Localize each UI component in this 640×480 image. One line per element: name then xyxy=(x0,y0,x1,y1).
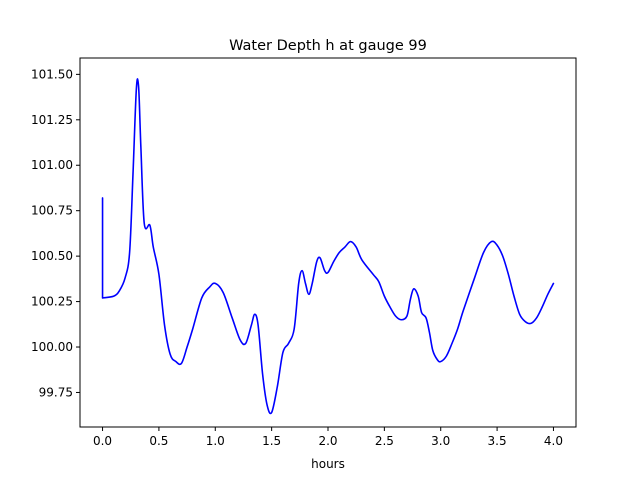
x-axis: 0.0 0.5 1.0 1.5 2.0 2.5 3.0 3.5 4.0 xyxy=(93,427,563,448)
x-tick-label: 0.5 xyxy=(149,434,168,448)
y-tick-label: 100.75 xyxy=(31,204,73,218)
y-tick-label: 100.00 xyxy=(31,340,73,354)
x-tick-label: 0.0 xyxy=(93,434,112,448)
x-axis-label: hours xyxy=(311,457,345,471)
chart-title: Water Depth h at gauge 99 xyxy=(229,38,427,54)
x-tick-label: 3.0 xyxy=(431,434,450,448)
y-axis: 99.75 100.00 100.25 100.50 100.75 101.00 101.2… xyxy=(31,67,80,399)
x-tick-label: 4.0 xyxy=(544,434,563,448)
x-tick-label: 2.0 xyxy=(318,434,337,448)
y-tick-label: 101.50 xyxy=(31,67,73,81)
y-tick-label: 101.00 xyxy=(31,158,73,172)
x-tick-label: 2.5 xyxy=(375,434,394,448)
x-tick-label: 3.5 xyxy=(488,434,507,448)
series-line xyxy=(101,78,555,415)
x-tick-label: 1.5 xyxy=(262,434,281,448)
y-tick-label: 100.50 xyxy=(31,249,73,263)
y-tick-label: 100.25 xyxy=(31,295,73,309)
x-tick-label: 1.0 xyxy=(206,434,225,448)
y-tick-label: 101.25 xyxy=(31,113,73,127)
y-tick-label: 99.75 xyxy=(39,385,73,399)
plot-area-frame xyxy=(79,57,577,428)
